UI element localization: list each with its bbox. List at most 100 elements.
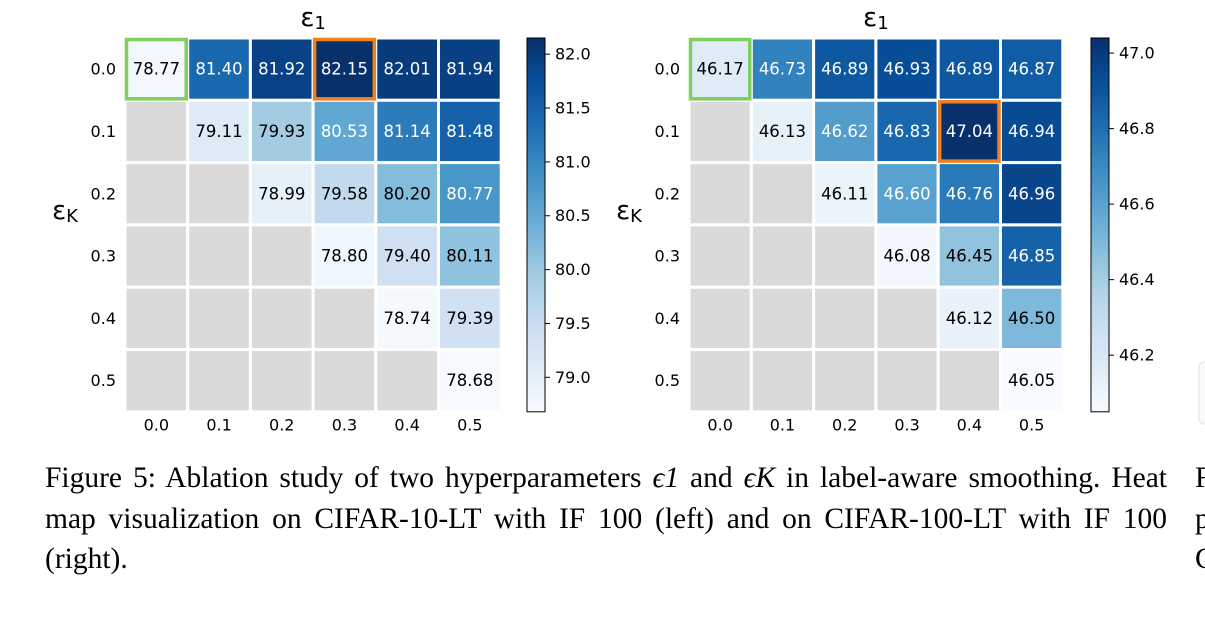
clipped-panel-edge	[1198, 361, 1205, 425]
heatmap-cell-empty	[874, 285, 940, 352]
x-tick-label: 0.5	[1019, 416, 1044, 435]
heatmap-cell-empty	[123, 161, 190, 227]
heatmap-cell	[874, 161, 940, 227]
heatmap-cell-value: 80.11	[446, 247, 493, 266]
heatmap-cell	[374, 285, 440, 352]
heatmap-cell-empty	[687, 348, 753, 414]
heatmap-cell-value: 78.68	[446, 371, 493, 390]
heatmap-cell-value: 81.48	[446, 122, 493, 141]
figure-caption: Figure 5: Ablation study of two hyperpar…	[45, 458, 1167, 580]
clipped-glyph-1: F	[1195, 462, 1205, 494]
heatmap-cell-value: 46.60	[883, 184, 930, 203]
heatmap-cell-value: 46.89	[946, 60, 993, 79]
heatmap-cell-value: 46.13	[759, 122, 806, 141]
x-axis-title: ε1	[863, 3, 889, 34]
colorbar-tick-label: 80.0	[555, 260, 591, 279]
heatmap-cell-empty	[687, 285, 753, 352]
heatmap-cell-empty	[687, 223, 753, 289]
heatmap-cell-empty	[311, 348, 378, 414]
heatmap-cell-value: 81.94	[446, 60, 493, 79]
heatmap-cell-value: 79.93	[258, 122, 305, 141]
heatmap-cell	[374, 223, 440, 289]
heatmap-cell-empty	[687, 161, 753, 227]
caption-label: Figure 5:	[45, 462, 156, 494]
heatmap-cell	[874, 98, 940, 165]
heatmap-cell-empty	[374, 348, 440, 414]
heatmap-cell-value: 46.76	[946, 184, 993, 203]
y-tick-label: 0.2	[91, 184, 116, 203]
heatmap-cell-value: 78.80	[321, 247, 368, 266]
y-tick-label: 0.3	[91, 247, 116, 266]
heatmap-cell-value: 46.50	[1008, 309, 1055, 328]
x-tick-label: 0.3	[894, 416, 919, 435]
heatmap-cell	[248, 98, 315, 165]
heatmap-left: 78.77 81.40 81.92 82.15 82.01 81.94 79.11 79.93…	[91, 36, 591, 435]
heatmap-cell	[999, 161, 1065, 227]
heatmap-cell	[311, 223, 378, 289]
heatmap-cell-empty	[749, 348, 816, 414]
heatmap-cell	[999, 36, 1065, 102]
heatmap-cell-value: 79.11	[195, 122, 242, 141]
heatmap-cell-value: 46.11	[821, 184, 868, 203]
x-tick-label: 0.3	[332, 416, 357, 435]
x-tick-label: 0.4	[957, 416, 982, 435]
x-axis-title: ε1	[300, 3, 326, 34]
x-tick-label: 0.4	[394, 416, 419, 435]
heatmap-cell-value: 81.92	[258, 60, 305, 79]
heatmap-cell-value: 80.77	[446, 184, 493, 203]
y-tick-label: 0.5	[91, 371, 116, 390]
colorbar-tick-label: 46.8	[1119, 119, 1155, 138]
y-tick-label: 0.0	[655, 60, 680, 79]
heatmap-cell-empty	[311, 285, 378, 352]
heatmap-cell-value: 46.87	[1008, 60, 1055, 79]
clipped-glyph-3: C	[1195, 543, 1205, 575]
colorbar-tick-label: 79.0	[555, 368, 591, 387]
heatmap-cell-value: 81.14	[384, 122, 431, 141]
y-tick-label: 0.2	[655, 184, 680, 203]
heatmap-cell-empty	[936, 348, 1003, 414]
highlight-box	[312, 37, 377, 101]
heatmap-cell-value: 78.74	[384, 309, 431, 328]
heatmap-cell-value: 46.62	[821, 122, 868, 141]
caption-symbol-eps1: ϵ1	[652, 462, 680, 494]
caption-text-3: in label-aware smoothing. Heat map visua…	[45, 462, 1168, 575]
highlight-box	[124, 37, 188, 101]
colorbar-tick-label: 80.5	[555, 206, 591, 225]
heatmap-cell-empty	[123, 285, 190, 352]
heatmap-cell	[999, 223, 1065, 289]
heatmap-cell-empty	[812, 223, 878, 289]
x-tick-label: 0.2	[269, 416, 294, 435]
x-tick-label: 0.1	[206, 416, 231, 435]
heatmap-cell-value: 78.99	[258, 184, 305, 203]
heatmap-cell	[437, 348, 503, 414]
heatmap-cell-empty	[812, 348, 878, 414]
heatmap-cell-empty	[123, 223, 190, 289]
heatmap-cell-value: 80.53	[321, 122, 368, 141]
heatmap-cell-empty	[874, 348, 940, 414]
heatmap-cell-empty	[186, 223, 252, 289]
highlight-box	[937, 100, 1001, 163]
heatmap-cell-value: 79.40	[384, 247, 431, 266]
heatmap-cell-value: 46.85	[1008, 247, 1055, 266]
x-tick-label: 0.2	[832, 416, 857, 435]
colorbar	[1090, 37, 1110, 413]
caption-symbol-epsK: ϵK	[743, 462, 776, 494]
y-tick-label: 0.1	[91, 122, 116, 141]
x-tick-label: 0.1	[770, 416, 795, 435]
colorbar-tick-label: 81.5	[555, 99, 591, 118]
heatmap-cell-empty	[749, 161, 816, 227]
heatmap-cell	[437, 98, 503, 165]
heatmap-cell	[437, 285, 503, 352]
heatmap-cell-value: 81.40	[195, 60, 242, 79]
x-tick-label: 0.5	[457, 416, 482, 435]
heatmap-cell-value: 46.96	[1008, 184, 1055, 203]
heatmap-cell	[374, 98, 440, 165]
heatmap-cell-value: 79.58	[321, 184, 368, 203]
y-tick-label: 0.3	[655, 247, 680, 266]
heatmap-cell-value: 46.89	[821, 60, 868, 79]
heatmap-cell-value: 46.12	[946, 309, 993, 328]
heatmap-cell	[749, 98, 816, 165]
heatmap-cell-value: 47.04	[946, 122, 993, 141]
heatmap-cell-value: 82.01	[384, 60, 431, 79]
y-tick-label: 0.5	[655, 371, 680, 390]
